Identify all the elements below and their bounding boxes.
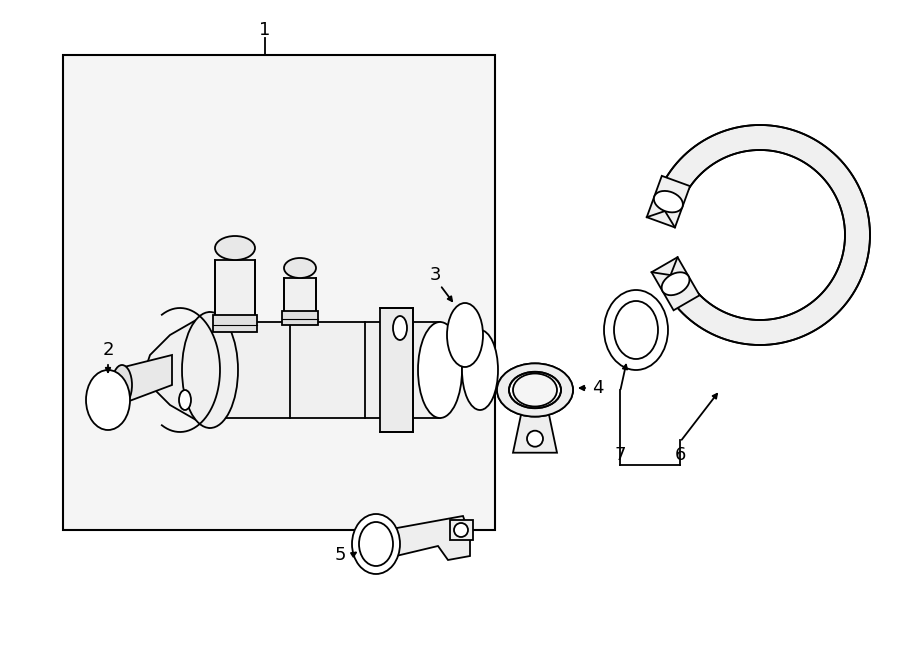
Text: 6: 6	[674, 446, 686, 464]
Text: 4: 4	[592, 379, 604, 397]
Ellipse shape	[513, 373, 557, 407]
Text: 7: 7	[614, 446, 626, 464]
Ellipse shape	[86, 370, 130, 430]
Ellipse shape	[112, 365, 132, 405]
Ellipse shape	[284, 258, 316, 278]
Bar	[63, 55, 495, 530]
Polygon shape	[513, 414, 557, 453]
Polygon shape	[657, 125, 870, 345]
Ellipse shape	[527, 431, 543, 447]
Ellipse shape	[393, 316, 407, 340]
Polygon shape	[145, 312, 210, 428]
Ellipse shape	[654, 191, 683, 212]
Polygon shape	[380, 308, 413, 432]
Polygon shape	[200, 322, 440, 418]
Ellipse shape	[462, 330, 498, 410]
Polygon shape	[497, 364, 573, 416]
Ellipse shape	[215, 236, 255, 260]
Text: 5: 5	[334, 546, 346, 564]
Polygon shape	[284, 278, 316, 315]
Text: 3: 3	[429, 266, 441, 284]
Ellipse shape	[359, 522, 393, 566]
Polygon shape	[215, 260, 255, 320]
Ellipse shape	[447, 303, 483, 367]
Polygon shape	[213, 315, 257, 332]
Text: 1: 1	[259, 21, 271, 39]
Polygon shape	[450, 520, 473, 540]
Ellipse shape	[182, 312, 238, 428]
Ellipse shape	[179, 390, 191, 410]
Polygon shape	[282, 311, 318, 325]
Polygon shape	[118, 355, 172, 403]
Text: 2: 2	[103, 341, 113, 359]
Ellipse shape	[497, 364, 573, 416]
Ellipse shape	[662, 272, 689, 295]
Ellipse shape	[454, 523, 468, 537]
Polygon shape	[652, 257, 699, 310]
Ellipse shape	[352, 514, 400, 574]
Ellipse shape	[418, 322, 462, 418]
Polygon shape	[386, 516, 470, 560]
Polygon shape	[647, 176, 690, 227]
Ellipse shape	[604, 290, 668, 370]
Ellipse shape	[509, 371, 561, 408]
Ellipse shape	[614, 301, 658, 359]
